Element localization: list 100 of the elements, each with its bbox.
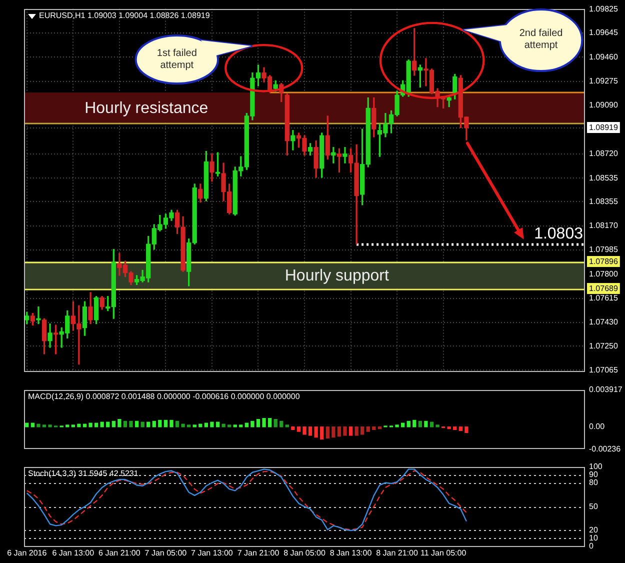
bar	[280, 420, 284, 428]
bar	[118, 418, 122, 428]
x-tick-label: 6 Jan 21:00	[98, 548, 141, 558]
bar	[308, 426, 312, 436]
bar	[354, 426, 358, 436]
y-tick-label: 1.07615	[589, 294, 618, 303]
bar	[256, 418, 260, 428]
bar	[198, 424, 202, 428]
y-tick-label: 1.08720	[589, 149, 618, 158]
bar	[447, 426, 451, 430]
x-tick-label: 8 Jan 13:00	[330, 548, 372, 558]
bar	[332, 426, 336, 438]
bar	[268, 418, 272, 428]
bar	[285, 424, 289, 428]
y-tick-label: 1.07430	[589, 318, 618, 327]
ref-line-label: 1.0803	[534, 226, 584, 242]
bar	[192, 424, 196, 428]
x-tick-label: 8 Jan 21:00	[376, 548, 418, 558]
bar	[326, 426, 330, 439]
band-label: Hourly resistance	[84, 100, 208, 117]
y-tick-label: 0.00	[589, 422, 606, 432]
bar	[458, 426, 462, 431]
y-tick-label: 90	[589, 470, 598, 479]
y-tick-label: 1.08170	[589, 220, 618, 230]
y-tick-label: -0.00236	[589, 444, 622, 454]
bar	[418, 420, 422, 428]
annotation: 1st failed attempt	[156, 48, 198, 72]
y-tick-label: 1.09275	[589, 76, 618, 86]
y-tick-label: 100	[589, 462, 603, 472]
bar	[112, 420, 116, 428]
bar	[291, 426, 295, 430]
bar	[360, 426, 364, 435]
bar	[222, 424, 226, 428]
bar	[464, 426, 468, 434]
y-tick-label: 1.09460	[589, 52, 618, 62]
bar	[314, 426, 318, 438]
x-tick-label: 7 Jan 05:00	[144, 548, 188, 558]
bar	[48, 424, 52, 428]
bar	[227, 424, 232, 428]
bar	[36, 424, 40, 428]
y-tick-label: 50	[589, 502, 598, 511]
bar	[296, 426, 301, 432]
ref-line-label: 1.07689	[589, 284, 618, 293]
y-tick-label: 80	[589, 478, 598, 487]
y-tick-label: 1.07250	[589, 341, 618, 350]
y-tick-label: 20	[589, 526, 598, 535]
x-tick-label: 7 Jan 21:00	[237, 548, 280, 558]
x-tick-label: 7 Jan 13:00	[191, 548, 234, 558]
annotation: 2nd failed attempt	[518, 28, 564, 52]
bar	[250, 420, 254, 428]
y-tick-label: 1.08535	[589, 173, 618, 182]
bar	[100, 422, 104, 428]
bar	[129, 420, 133, 428]
bar	[378, 426, 382, 430]
bar	[66, 424, 70, 428]
y-tick-label: 1.09645	[589, 28, 618, 38]
x-tick-label: 11 Jan 05:00	[420, 548, 467, 558]
bar	[181, 424, 185, 428]
bar	[406, 420, 410, 428]
bar	[164, 420, 168, 428]
bar	[337, 426, 342, 437]
bar	[424, 420, 428, 428]
bar	[412, 420, 416, 428]
bar	[77, 424, 81, 428]
bar	[274, 418, 278, 428]
bar	[233, 424, 237, 428]
bar	[366, 426, 370, 432]
y-tick-label: 0.003917	[589, 385, 623, 394]
bar	[175, 420, 180, 428]
x-tick-label: 6 Jan 13:00	[52, 548, 95, 558]
bar	[453, 426, 457, 430]
bar	[343, 426, 347, 436]
chart-title: EURUSD,H1 1.09003 1.09004 1.08826 1.08919	[39, 11, 210, 20]
chart-title: Stoch(14,3,3) 31.5945 42.5231	[28, 469, 139, 478]
bar	[348, 426, 353, 436]
bar	[262, 418, 266, 428]
bar	[302, 426, 306, 435]
bar	[187, 424, 191, 428]
ref-line-label: 1.07896	[589, 256, 618, 266]
bar	[71, 424, 75, 428]
band-label: Hourly support	[284, 268, 390, 285]
bar	[158, 420, 162, 428]
bar	[140, 422, 144, 428]
y-tick-label: 10	[589, 534, 598, 543]
bar	[372, 426, 376, 430]
bar	[152, 420, 156, 428]
bar	[395, 424, 399, 428]
y-tick-label: 1.09825	[589, 4, 618, 14]
bar	[88, 422, 92, 428]
chart-title: MACD(12,26,9) 0.000872 0.001488 0.000000 -0.000616 0.000000 0.000000	[28, 392, 300, 402]
bar	[320, 426, 324, 440]
bar	[123, 420, 128, 428]
bar	[239, 424, 243, 428]
y-tick-label: 0	[589, 542, 594, 551]
bar	[134, 420, 139, 428]
bar	[82, 424, 87, 428]
bar	[170, 420, 174, 428]
bar	[436, 424, 440, 428]
y-tick-label: 1.07985	[589, 245, 618, 254]
y-tick-label: 1.09090	[589, 100, 618, 110]
